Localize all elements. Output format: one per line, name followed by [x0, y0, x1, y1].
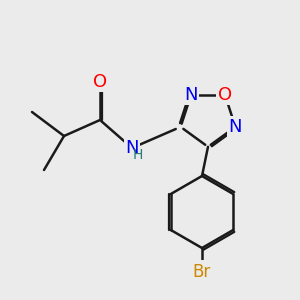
- Text: O: O: [218, 86, 232, 104]
- Text: O: O: [93, 73, 107, 91]
- Text: H: H: [132, 148, 143, 162]
- Text: N: N: [125, 139, 139, 157]
- Text: N: N: [184, 86, 198, 104]
- Text: Br: Br: [193, 263, 211, 281]
- Text: N: N: [229, 118, 242, 136]
